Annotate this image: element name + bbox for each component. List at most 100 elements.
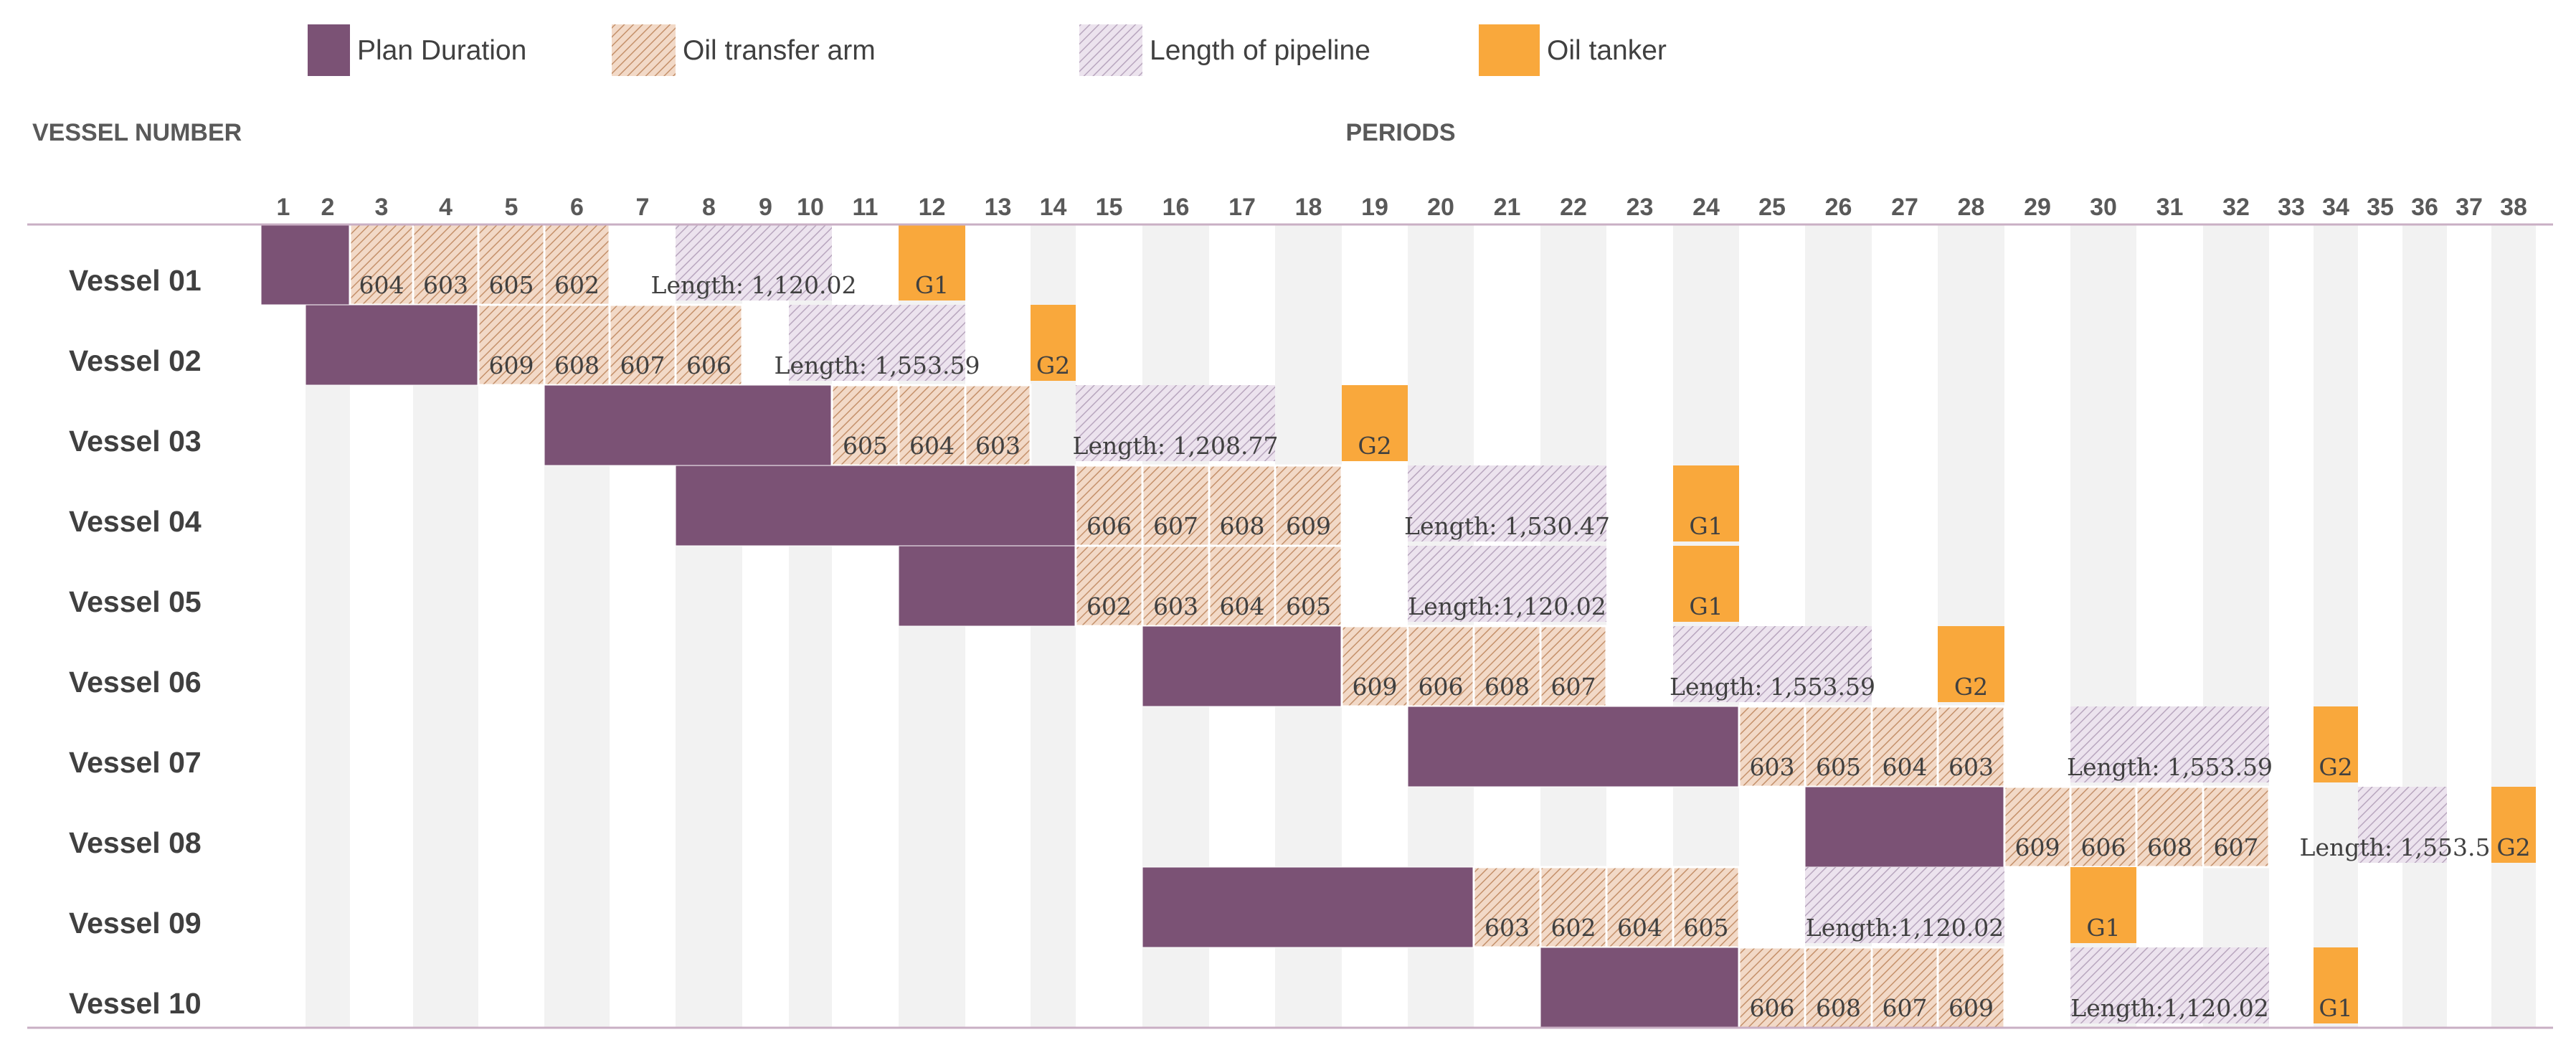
period-tick-37: 37 bbox=[2456, 194, 2483, 221]
arm-label: 609 bbox=[1286, 512, 1331, 540]
period-tick-31: 31 bbox=[2156, 194, 2184, 221]
period-tick-30: 30 bbox=[2090, 194, 2117, 221]
pipeline-bar bbox=[2358, 787, 2447, 863]
arm-cell bbox=[1672, 866, 1741, 949]
arm-label: 609 bbox=[1948, 994, 1994, 1022]
period-ticks: 1 2 3 4 5 6 7 8 9 10 11 12 13 14 15 16 17 18 19 20 21 22 23 24 2… bbox=[277, 194, 2527, 221]
tanker-bar bbox=[2491, 787, 2536, 863]
arm-cell bbox=[964, 384, 1032, 467]
arm-label: 603 bbox=[975, 432, 1021, 460]
period-tick-21: 21 bbox=[1494, 194, 1521, 221]
tanker-label: G2 bbox=[1036, 351, 1070, 379]
vessel-row: Vessel 07 603 605 604 603 Length: 1,553.59 G2 bbox=[69, 705, 2358, 788]
pipeline-label: Length:1,120.02 bbox=[1806, 914, 2004, 942]
arm-label: 603 bbox=[1484, 914, 1530, 942]
pipeline-label: Length: 1,553.59 bbox=[1670, 673, 1875, 701]
period-tick-1: 1 bbox=[277, 194, 290, 221]
tanker-bar bbox=[1031, 305, 1076, 381]
tanker-bar bbox=[1673, 465, 1739, 541]
period-band-38 bbox=[2491, 224, 2536, 1028]
arm-cell bbox=[1074, 464, 1144, 547]
arm-label: 604 bbox=[359, 271, 404, 299]
vessel-label: Vessel 03 bbox=[69, 425, 202, 458]
pipeline-bar bbox=[2070, 947, 2269, 1023]
vessel-rows: Vessel 01 604 603 605 602 Length: 1,120.02 G1V… bbox=[69, 223, 2536, 1029]
tanker-label: G1 bbox=[2319, 994, 2352, 1022]
arm-label: 603 bbox=[1153, 592, 1198, 620]
pipeline-bar bbox=[2070, 706, 2269, 782]
pipeline-label: Length: 1,208.77 bbox=[1073, 432, 1279, 460]
period-tick-35: 35 bbox=[2367, 194, 2394, 221]
vessel-label: Vessel 01 bbox=[69, 264, 202, 297]
tanker-label: G1 bbox=[2086, 914, 2120, 942]
period-tick-38: 38 bbox=[2500, 194, 2527, 221]
legend-swatch-plan bbox=[308, 24, 350, 76]
period-tick-26: 26 bbox=[1825, 194, 1852, 221]
tanker-label: G2 bbox=[2496, 833, 2530, 861]
arm-label: 606 bbox=[686, 351, 731, 379]
arm-cell bbox=[1074, 544, 1144, 628]
period-tick-20: 20 bbox=[1427, 194, 1454, 221]
vessel-row: Vessel 10 606 608 607 609 Length:1,120.02 G1 bbox=[69, 946, 2358, 1029]
arm-cell bbox=[1141, 544, 1211, 628]
arm-label: 607 bbox=[1551, 673, 1596, 701]
legend-label-arm: Oil transfer arm bbox=[683, 35, 876, 66]
period-tick-2: 2 bbox=[321, 194, 335, 221]
pipeline-bar bbox=[1408, 465, 1606, 541]
arm-cell bbox=[2202, 785, 2270, 869]
arm-cell bbox=[1936, 946, 2006, 1029]
arm-label: 602 bbox=[1551, 914, 1596, 942]
period-tick-27: 27 bbox=[1891, 194, 1918, 221]
arm-label: 607 bbox=[620, 351, 666, 379]
arm-cell bbox=[1539, 625, 1608, 708]
period-tick-19: 19 bbox=[1361, 194, 1388, 221]
arm-cell bbox=[608, 303, 677, 387]
pipeline-bar bbox=[789, 305, 965, 381]
period-tick-6: 6 bbox=[570, 194, 584, 221]
period-tick-4: 4 bbox=[439, 194, 453, 221]
period-band-32 bbox=[2203, 224, 2269, 1028]
arm-cell bbox=[1472, 625, 1542, 708]
arm-cell bbox=[1406, 625, 1475, 708]
plan-bar bbox=[1142, 625, 1343, 707]
tanker-label: G2 bbox=[1358, 432, 1391, 460]
period-tick-24: 24 bbox=[1692, 194, 1720, 221]
arm-cell bbox=[1208, 464, 1277, 547]
arm-label: 605 bbox=[1816, 753, 1861, 781]
pipeline-bar bbox=[1805, 867, 2004, 943]
period-tick-25: 25 bbox=[1758, 194, 1786, 221]
period-tick-12: 12 bbox=[919, 194, 946, 221]
legend-label-pipe: Length of pipeline bbox=[1150, 35, 1370, 66]
period-band-34 bbox=[2314, 224, 2358, 1028]
vessel-label: Vessel 02 bbox=[69, 344, 202, 377]
pipeline-label: Length:1,120.02 bbox=[2070, 994, 2268, 1022]
period-tick-11: 11 bbox=[853, 194, 879, 221]
period-tick-36: 36 bbox=[2411, 194, 2438, 221]
period-tick-3: 3 bbox=[375, 194, 389, 221]
plan-bar bbox=[1540, 947, 1740, 1028]
legend-swatch-arm bbox=[612, 24, 676, 76]
vessel-row: Vessel 02 609 608 607 606 Length: 1,553.59 G2 bbox=[69, 303, 1076, 387]
arm-label: 604 bbox=[1617, 914, 1662, 942]
arm-label: 603 bbox=[1948, 753, 1994, 781]
period-tick-17: 17 bbox=[1228, 194, 1256, 221]
vessel-label: Vessel 04 bbox=[69, 505, 202, 538]
legend: Plan Duration Oil transfer arm Length of… bbox=[308, 24, 1667, 76]
arm-label: 602 bbox=[1086, 592, 1132, 620]
vessel-label: Vessel 07 bbox=[69, 746, 202, 779]
period-tick-15: 15 bbox=[1096, 194, 1123, 221]
plan-bar bbox=[260, 224, 351, 306]
tanker-bar bbox=[899, 224, 965, 301]
arm-cell bbox=[412, 223, 480, 306]
vessel-label: Vessel 08 bbox=[69, 826, 202, 859]
arm-label: 607 bbox=[1883, 994, 1928, 1022]
period-tick-28: 28 bbox=[1958, 194, 1985, 221]
arm-label: 608 bbox=[1484, 673, 1530, 701]
pipeline-label: Length:1,120.02 bbox=[1408, 592, 1606, 620]
vessel-label: Vessel 09 bbox=[69, 907, 202, 940]
arm-label: 602 bbox=[554, 271, 600, 299]
vessel-row: Vessel 09 603 602 604 605 Length:1,120.02 G1 bbox=[69, 866, 2136, 949]
arm-label: 607 bbox=[1153, 512, 1198, 540]
